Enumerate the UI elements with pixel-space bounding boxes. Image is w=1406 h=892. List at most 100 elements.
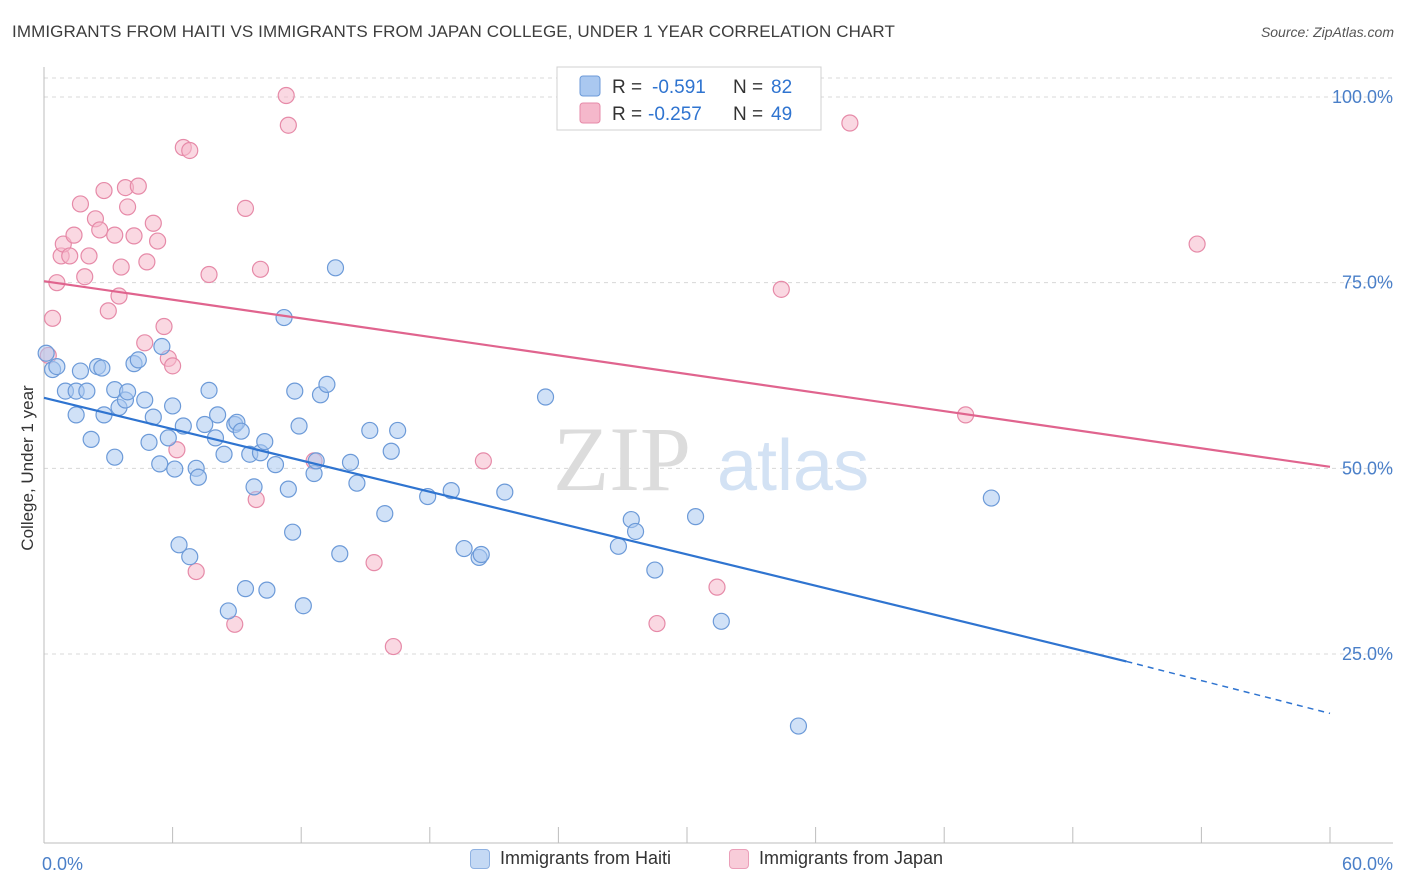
grid (44, 77, 1393, 655)
japan-point (277, 86, 295, 105)
japan-point (155, 317, 173, 336)
haiti-point (258, 581, 276, 599)
japan-point (76, 268, 94, 286)
data-points (37, 86, 1206, 735)
haiti-point (294, 597, 312, 615)
haiti-point (626, 522, 645, 541)
haiti-point (361, 421, 379, 440)
japan-point (474, 452, 492, 470)
japan-point (129, 177, 147, 195)
haiti-point (609, 537, 628, 555)
haiti-point (209, 406, 227, 424)
japan-point (365, 554, 383, 572)
haiti-point (118, 383, 137, 401)
haiti-point (153, 337, 171, 356)
legend-item-japan: Immigrants from Japan (729, 848, 943, 869)
haiti-point (215, 445, 233, 463)
stats-n-value-japan: 49 (771, 104, 792, 125)
haiti-point (536, 388, 555, 406)
x-axis-max-label: 60.0% (1342, 854, 1393, 874)
haiti-point (164, 397, 182, 415)
haiti-point (290, 417, 308, 435)
haiti-point (71, 362, 90, 380)
haiti-point (686, 508, 705, 526)
legend-item-haiti: Immigrants from Haiti (470, 848, 671, 869)
haiti-point (67, 406, 85, 424)
haiti-point (382, 442, 400, 460)
haiti-point (129, 351, 147, 369)
haiti-point (455, 539, 473, 558)
y-tick-label: 100.0% (1332, 87, 1393, 107)
japan-point (279, 116, 297, 134)
haiti-point (48, 357, 66, 376)
japan-point (61, 247, 79, 265)
haiti-trend-line (43, 396, 1127, 663)
watermark-zip: ZIP (553, 408, 691, 510)
haiti-point (472, 545, 490, 564)
japan-point (125, 227, 143, 245)
haiti-point (712, 612, 730, 630)
y-tick-labels: 100.0% 75.0% 50.0% 25.0% (1332, 87, 1393, 664)
japan-trend-line (43, 280, 1331, 468)
legend-label-haiti: Immigrants from Haiti (500, 848, 672, 868)
haiti-trend-extension (1126, 660, 1331, 715)
japan-point (708, 578, 726, 596)
japan-point (144, 214, 162, 232)
japan-point (43, 309, 62, 327)
haiti-point (245, 478, 263, 496)
haiti-point (232, 422, 250, 440)
haiti-point (348, 474, 366, 492)
haiti-point (189, 468, 207, 486)
haiti-point (82, 430, 100, 448)
stats-r-value-haiti: -0.591 (652, 77, 706, 98)
legend-swatch-japan (729, 848, 749, 869)
japan-point (168, 441, 186, 459)
series-legend: Immigrants from Haiti Immigrants from Ja… (0, 848, 1406, 878)
trend-lines (43, 280, 1331, 715)
x-axis-min-label: 0.0% (42, 854, 83, 874)
japan-point (106, 226, 124, 244)
haiti-point (166, 460, 184, 478)
haiti-point (318, 375, 336, 394)
haiti-point (106, 448, 124, 466)
haiti-point (236, 580, 255, 598)
stats-r-label-haiti: R = (612, 77, 642, 98)
japan-point (65, 226, 83, 244)
source-note: Source: ZipAtlas.com (1260, 24, 1394, 40)
haiti-point (219, 602, 237, 620)
japan-point (138, 253, 156, 271)
haiti-point (284, 523, 302, 541)
japan-point (112, 258, 130, 276)
haiti-point (496, 483, 514, 501)
haiti-point (140, 433, 158, 451)
japan-point (164, 357, 182, 375)
japan-point (236, 199, 255, 217)
haiti-point (389, 421, 407, 440)
japan-point (1188, 235, 1206, 253)
stats-n-label-haiti: N = (733, 77, 763, 98)
legend-swatch-haiti (470, 848, 490, 869)
haiti-point (341, 453, 360, 471)
stats-n-value-haiti: 82 (771, 77, 792, 98)
stats-legend-box (556, 66, 822, 131)
haiti-point (646, 561, 664, 579)
haiti-point (266, 456, 285, 474)
japan-point (118, 198, 137, 216)
haiti-point (286, 382, 304, 400)
japan-point (200, 265, 218, 284)
stats-r-label-japan: R = (612, 104, 642, 125)
japan-point (648, 614, 666, 633)
haiti-point (37, 344, 55, 362)
japan-point (181, 141, 199, 160)
haiti-point (196, 415, 214, 434)
japan-point (772, 280, 790, 298)
haiti-point (331, 545, 349, 563)
japan-point (384, 637, 402, 656)
japan-point (148, 232, 167, 250)
haiti-point (170, 536, 188, 554)
haiti-point (279, 480, 297, 498)
haiti-point (442, 482, 460, 500)
haiti-point (78, 382, 96, 400)
japan-point (841, 114, 859, 132)
